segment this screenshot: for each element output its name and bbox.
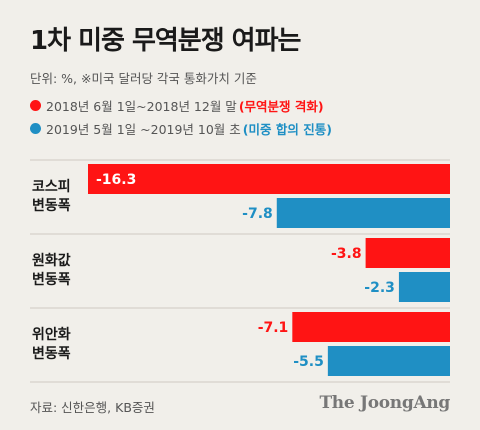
bar-value-label: -5.5 (293, 354, 324, 370)
publisher-logo: The JoongAng (319, 393, 450, 413)
bar (398, 272, 450, 302)
bar (276, 198, 450, 228)
bar-value-label: -7.1 (258, 320, 289, 336)
bar (327, 346, 450, 376)
legend-note-2018: (무역분쟁 격화) (238, 99, 324, 114)
bar-value-label: -7.8 (242, 206, 273, 222)
legend-period-2018: 2018년 6월 1일~2018년 12월 말 (46, 99, 237, 114)
bar (88, 164, 450, 194)
legend-item-2018: 2018년 6월 1일~2018년 12월 말 (무역분쟁 격화) (30, 96, 324, 115)
legend-note-2019: (미중 합의 진통) (242, 122, 332, 137)
bar (292, 312, 450, 342)
chart-title: 1차 미중 무역분쟁 여파는 (30, 26, 301, 56)
legend-swatch-blue (30, 123, 41, 134)
bar-value-label: -3.8 (331, 246, 362, 262)
category-label: 원화값 변동폭 (32, 253, 71, 288)
legend-period-2019: 2019년 5월 1일 ~2019년 10월 초 (46, 122, 241, 137)
category-label: 코스피 변동폭 (32, 179, 71, 214)
bar (365, 238, 450, 268)
unit-note: 단위: %, ※미국 달러당 각국 통화가치 기준 (30, 71, 257, 86)
bar-value-label: -16.3 (96, 172, 136, 188)
legend-item-2019: 2019년 5월 1일 ~2019년 10월 초 (미중 합의 진통) (30, 119, 332, 138)
source-note: 자료: 신한은행, KB증권 (30, 400, 155, 415)
bar-value-label: -2.3 (364, 280, 395, 296)
category-label: 위안화 변동폭 (32, 326, 71, 362)
legend-swatch-red (30, 100, 41, 111)
